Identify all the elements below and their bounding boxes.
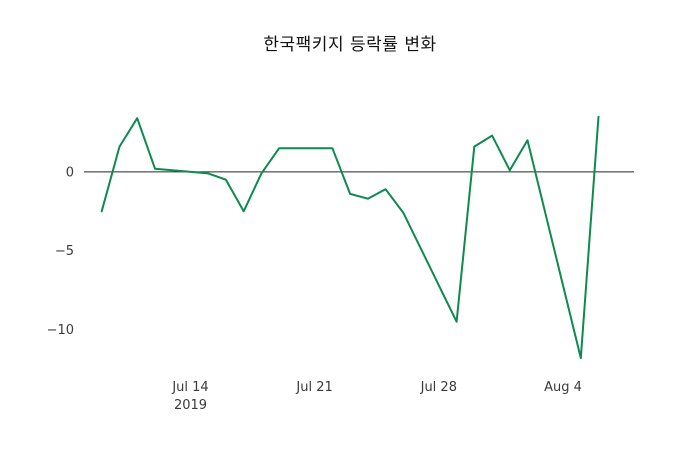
- x-tick-year-label: 2019: [174, 398, 207, 413]
- x-tick-label: Jul 28: [420, 380, 457, 395]
- x-tick-label: Jul 21: [295, 380, 332, 395]
- x-tick-label: Jul 14: [171, 380, 208, 395]
- y-tick-label: −5: [55, 244, 74, 259]
- y-tick-label: −10: [47, 323, 74, 338]
- x-tick-label: Aug 4: [544, 380, 582, 395]
- chart-title: 한국팩키지 등락률 변화: [263, 35, 437, 55]
- price-change-line: [100, 115, 600, 359]
- y-tick-label: 0: [66, 165, 74, 180]
